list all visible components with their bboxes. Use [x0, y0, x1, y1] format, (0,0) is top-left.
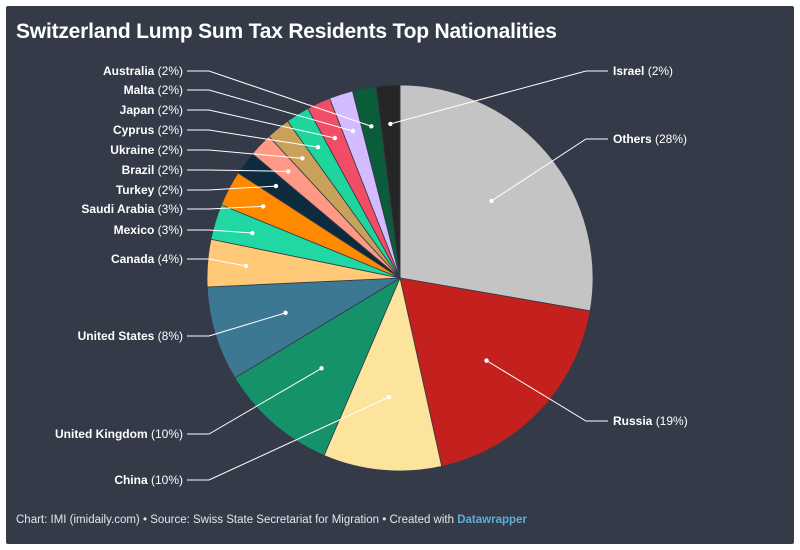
pie-label-percent: (4%)	[158, 252, 183, 266]
datawrapper-link[interactable]: Datawrapper	[457, 514, 527, 526]
pie-label-saudi-arabia: Saudi Arabia (3%)	[81, 202, 183, 216]
leader-line-cyprus	[187, 129, 319, 148]
pie-label-name: Ukraine	[110, 143, 157, 157]
pie-label-united-states: United States (8%)	[78, 329, 183, 343]
pie-label-name: Mexico	[114, 223, 158, 237]
leader-line-china	[187, 396, 390, 481]
pie-label-percent: (8%)	[158, 329, 183, 343]
pie-label-united-kingdom: United Kingdom (10%)	[55, 427, 183, 441]
leader-dot-japan	[332, 135, 338, 141]
pie-label-name: Israel	[613, 64, 648, 78]
pie-slices	[206, 84, 594, 472]
footer-separator-2: •	[382, 514, 387, 526]
leader-dot-others	[489, 198, 494, 204]
leader-dot-canada	[243, 263, 249, 269]
pie-label-name: Russia	[613, 414, 656, 428]
leader-line-russia	[486, 360, 608, 422]
leader-line-turkey	[187, 185, 276, 191]
pie-label-turkey: Turkey (2%)	[116, 183, 183, 197]
leader-line-saudi-arabia	[187, 205, 264, 210]
pie-label-australia: Australia (2%)	[103, 64, 183, 78]
pie-slice-israel[interactable]	[375, 84, 401, 279]
pie-label-percent: (2%)	[158, 64, 183, 78]
chart-title: Switzerland Lump Sum Tax Residents Top N…	[16, 20, 557, 43]
pie-label-canada: Canada (4%)	[111, 252, 183, 266]
pie-label-percent: (3%)	[158, 223, 183, 237]
pie-label-percent: (2%)	[158, 123, 183, 137]
label-leaders	[187, 70, 608, 481]
leader-dot-ukraine	[300, 156, 305, 161]
leader-line-united-kingdom	[187, 367, 322, 435]
pie-label-name: United States	[78, 329, 158, 343]
leader-line-australia	[187, 70, 372, 127]
leader-dot-israel	[388, 121, 393, 127]
leader-dot-cyprus	[315, 144, 321, 150]
leader-dot-russia	[484, 358, 489, 363]
pie-label-name: Japan	[120, 103, 158, 117]
pie-label-percent: (2%)	[158, 163, 183, 177]
pie-slice-china[interactable]	[323, 276, 443, 472]
pie-label-brazil: Brazil (2%)	[122, 163, 183, 177]
pie-label-name: Saudi Arabia	[81, 202, 157, 216]
footer-separator-1: •	[142, 514, 147, 526]
pie-label-name: Others	[613, 132, 655, 146]
leader-line-mexico	[187, 229, 253, 234]
leader-line-canada	[187, 258, 247, 267]
pie-labels: Others (28%)Russia (19%)China (10%)Unite…	[55, 64, 688, 487]
pie-slice-united-kingdom[interactable]	[234, 277, 401, 456]
pie-label-percent: (10%)	[151, 427, 183, 441]
leader-line-others	[491, 138, 608, 202]
pie-label-china: China (10%)	[114, 473, 183, 487]
pie-label-malta: Malta (2%)	[124, 83, 183, 97]
pie-label-percent: (2%)	[158, 183, 183, 197]
leader-dot-china	[386, 394, 392, 400]
footer-chart-credit: Chart: IMI (imidaily.com)	[16, 514, 140, 526]
pie-label-name: Brazil	[122, 163, 158, 177]
pie-label-percent: (2%)	[158, 83, 183, 97]
footer-created-with: Created with	[389, 514, 455, 526]
pie-label-percent: (19%)	[656, 414, 688, 428]
footer-source: Source: Swiss State Secretariat for Migr…	[150, 514, 380, 526]
pie-label-percent: (3%)	[158, 202, 183, 216]
pie-label-name: United Kingdom	[55, 427, 151, 441]
leader-dot-united-states	[283, 310, 288, 316]
leader-dot-turkey	[273, 183, 279, 189]
leader-line-united-states	[187, 312, 286, 337]
leader-line-japan	[187, 109, 335, 139]
pie-label-name: Australia	[103, 64, 158, 78]
leader-dot-australia	[369, 124, 374, 129]
leader-line-malta	[187, 89, 353, 132]
pie-label-name: China	[114, 473, 151, 487]
pie-label-percent: (28%)	[655, 132, 687, 146]
pie-label-ukraine: Ukraine (2%)	[110, 143, 183, 157]
leader-dot-malta	[350, 128, 355, 134]
leader-line-ukraine	[187, 149, 303, 159]
leader-dot-brazil	[286, 169, 291, 174]
pie-label-name: Turkey	[116, 183, 158, 197]
pie-label-percent: (10%)	[151, 473, 183, 487]
pie-label-others: Others (28%)	[613, 132, 687, 146]
leader-dot-saudi-arabia	[260, 204, 266, 209]
pie-label-percent: (2%)	[158, 103, 183, 117]
pie-label-mexico: Mexico (3%)	[114, 223, 183, 237]
leader-line-israel	[390, 70, 608, 125]
pie-label-japan: Japan (2%)	[120, 103, 183, 117]
pie-label-percent: (2%)	[648, 64, 673, 78]
pie-slice-russia[interactable]	[399, 277, 591, 467]
pie-label-cyprus: Cyprus (2%)	[113, 123, 183, 137]
pie-label-name: Cyprus	[113, 123, 158, 137]
chart-footer: Chart: IMI (imidaily.com) • Source: Swis…	[16, 514, 527, 526]
pie-label-name: Canada	[111, 252, 158, 266]
pie-label-percent: (2%)	[158, 143, 183, 157]
pie-label-israel: Israel (2%)	[613, 64, 673, 78]
pie-label-russia: Russia (19%)	[613, 414, 688, 428]
leader-line-brazil	[187, 169, 289, 172]
pie-label-name: Malta	[124, 83, 158, 97]
leader-dot-mexico	[250, 230, 255, 236]
leader-dot-united-kingdom	[319, 366, 324, 371]
